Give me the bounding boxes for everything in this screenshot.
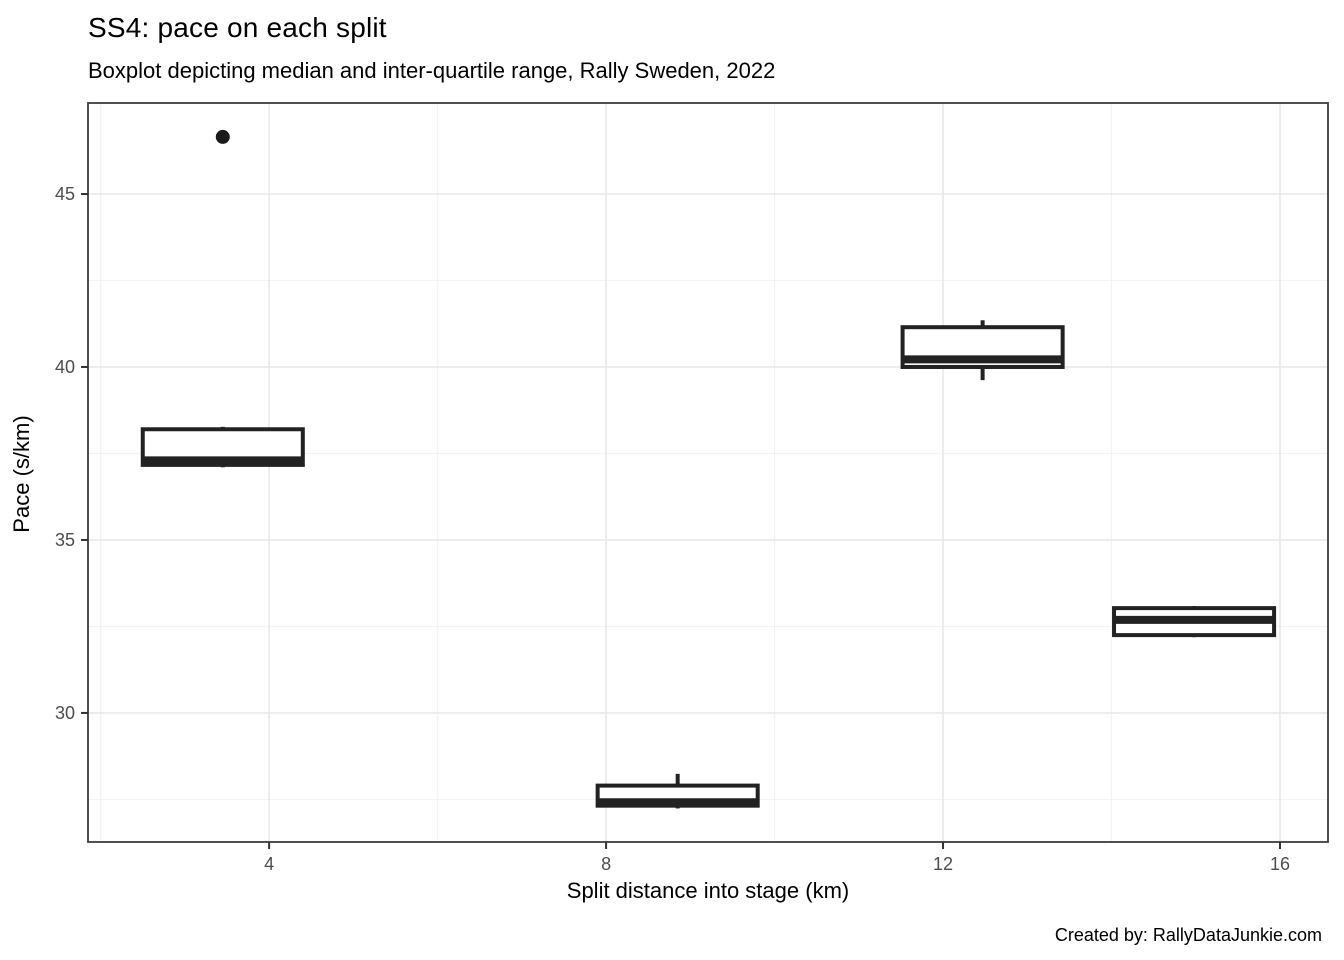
x-tick-label: 12 (933, 854, 953, 874)
outlier-point (215, 129, 230, 144)
chart-title: SS4: pace on each split (88, 12, 387, 43)
x-tick-label: 8 (601, 854, 611, 874)
x-axis-title: Split distance into stage (km) (566, 878, 850, 903)
y-tick-label: 35 (55, 530, 75, 550)
y-tick-label: 40 (55, 357, 75, 377)
panel-border (87, 102, 1329, 843)
panel-background (88, 103, 1328, 842)
chart-subtitle: Boxplot depicting median and inter-quart… (88, 58, 776, 83)
credit-caption: Created by: RallyDataJunkie.com (1054, 925, 1322, 945)
y-tick-label: 30 (55, 703, 75, 723)
x-tick-label: 16 (1270, 854, 1290, 874)
y-tick-label: 45 (55, 184, 75, 204)
x-tick-label: 4 (264, 854, 274, 874)
